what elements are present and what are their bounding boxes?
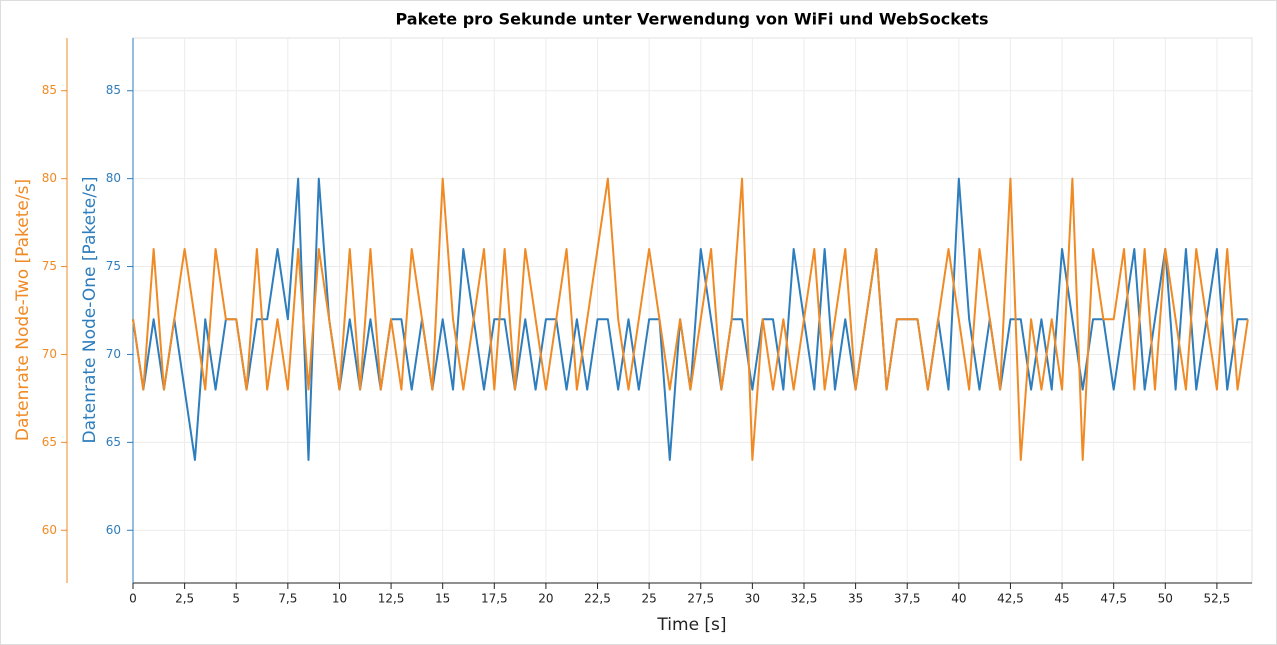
chart-title: Pakete pro Sekunde unter Verwendung von … xyxy=(396,10,989,29)
y-tick-label: 80 xyxy=(106,171,121,185)
x-tick-label: 37,5 xyxy=(894,592,921,606)
x-tick-label: 10 xyxy=(332,592,347,606)
x-tick-label: 27,5 xyxy=(687,592,714,606)
x-tick-label: 5 xyxy=(232,592,240,606)
x-tick-label: 7,5 xyxy=(278,592,297,606)
x-tick-label: 40 xyxy=(951,592,966,606)
y-tick-label: 70 xyxy=(106,347,121,361)
y-axis-title: Datenrate Node-One [Pakete/s] xyxy=(80,177,100,444)
x-tick-label: 22,5 xyxy=(584,592,611,606)
series-line xyxy=(132,177,1249,461)
y2-tick-label: 75 xyxy=(42,259,57,273)
y-tick-label: 75 xyxy=(106,259,121,273)
x-tick-label: 0 xyxy=(129,592,137,606)
x-tick-label: 30 xyxy=(745,592,760,606)
x-tick-label: 32,5 xyxy=(791,592,818,606)
x-tick-label: 2,5 xyxy=(175,592,194,606)
x-tick-label: 20 xyxy=(538,592,553,606)
x-tick-label: 52,5 xyxy=(1204,592,1231,606)
x-tick-label: 12,5 xyxy=(378,592,405,606)
x-tick-label: 35 xyxy=(848,592,863,606)
x-tick-label: 50 xyxy=(1158,592,1173,606)
y-tick-label: 65 xyxy=(106,435,121,449)
x-tick-label: 42,5 xyxy=(997,592,1024,606)
y2-tick-label: 60 xyxy=(42,523,57,537)
y2-tick-label: 65 xyxy=(42,435,57,449)
y2-axis-title: Datenrate Node-Two [Pakete/s] xyxy=(13,179,33,441)
x-tick-label: 47,5 xyxy=(1100,592,1127,606)
y2-tick-label: 80 xyxy=(42,171,57,185)
y2-tick-label: 70 xyxy=(42,347,57,361)
x-axis-title: Time [s] xyxy=(656,615,726,635)
x-tick-label: 45 xyxy=(1054,592,1069,606)
x-tick-label: 15 xyxy=(435,592,450,606)
y-tick-label: 85 xyxy=(106,83,121,97)
y-tick-label: 60 xyxy=(106,523,121,537)
x-tick-label: 17,5 xyxy=(481,592,508,606)
y2-tick-label: 85 xyxy=(42,83,57,97)
x-tick-label: 25 xyxy=(642,592,657,606)
